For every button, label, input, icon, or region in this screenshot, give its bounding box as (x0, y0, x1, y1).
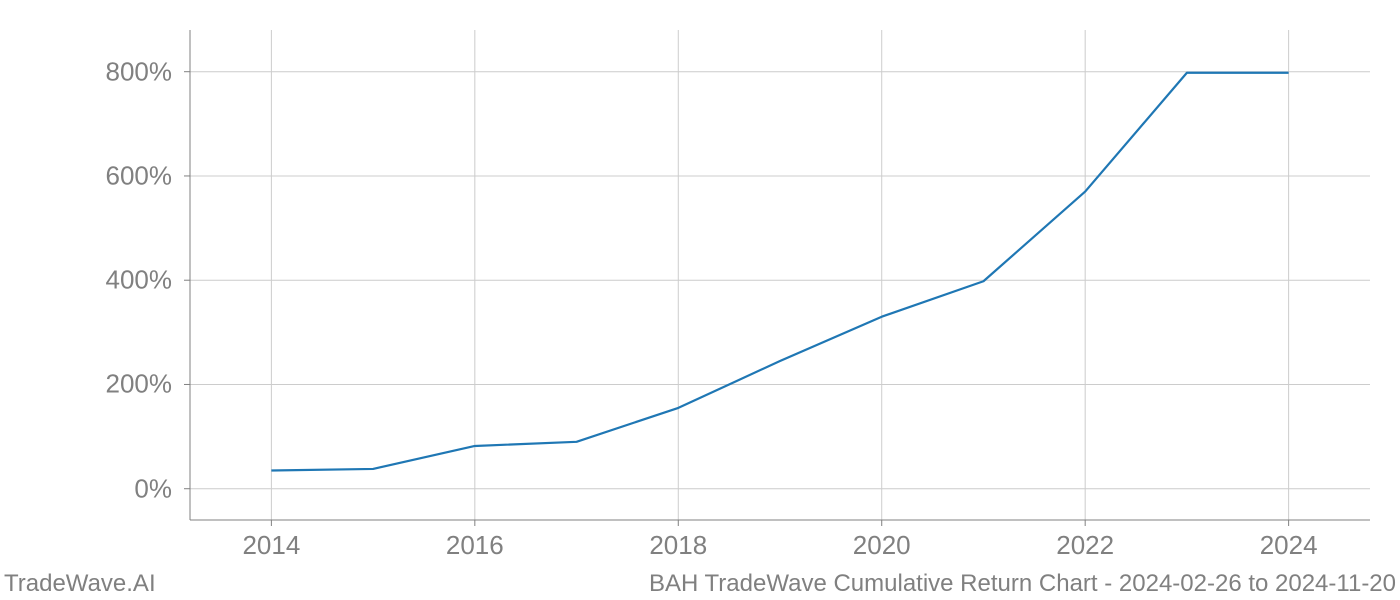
y-tick-label: 800% (0, 56, 172, 87)
x-tick-label: 2020 (853, 530, 911, 561)
y-tick-label: 400% (0, 265, 172, 296)
x-tick-label: 2024 (1260, 530, 1318, 561)
x-tick-label: 2018 (649, 530, 707, 561)
x-tick-label: 2022 (1056, 530, 1114, 561)
y-tick-label: 200% (0, 369, 172, 400)
chart-container: 0% 200% 400% 600% 800% 2014 2016 2018 2020 2022 2… (0, 0, 1400, 600)
footer-right-label: BAH TradeWave Cumulative Return Chart - … (645, 570, 1400, 600)
x-tick-label: 2016 (446, 530, 504, 561)
plot-area (190, 30, 1370, 520)
y-tick-label: 600% (0, 160, 172, 191)
x-tick-label: 2014 (242, 530, 300, 561)
footer-left-label: TradeWave.AI (0, 570, 160, 600)
y-tick-label: 0% (0, 473, 172, 504)
chart-svg (190, 30, 1370, 520)
